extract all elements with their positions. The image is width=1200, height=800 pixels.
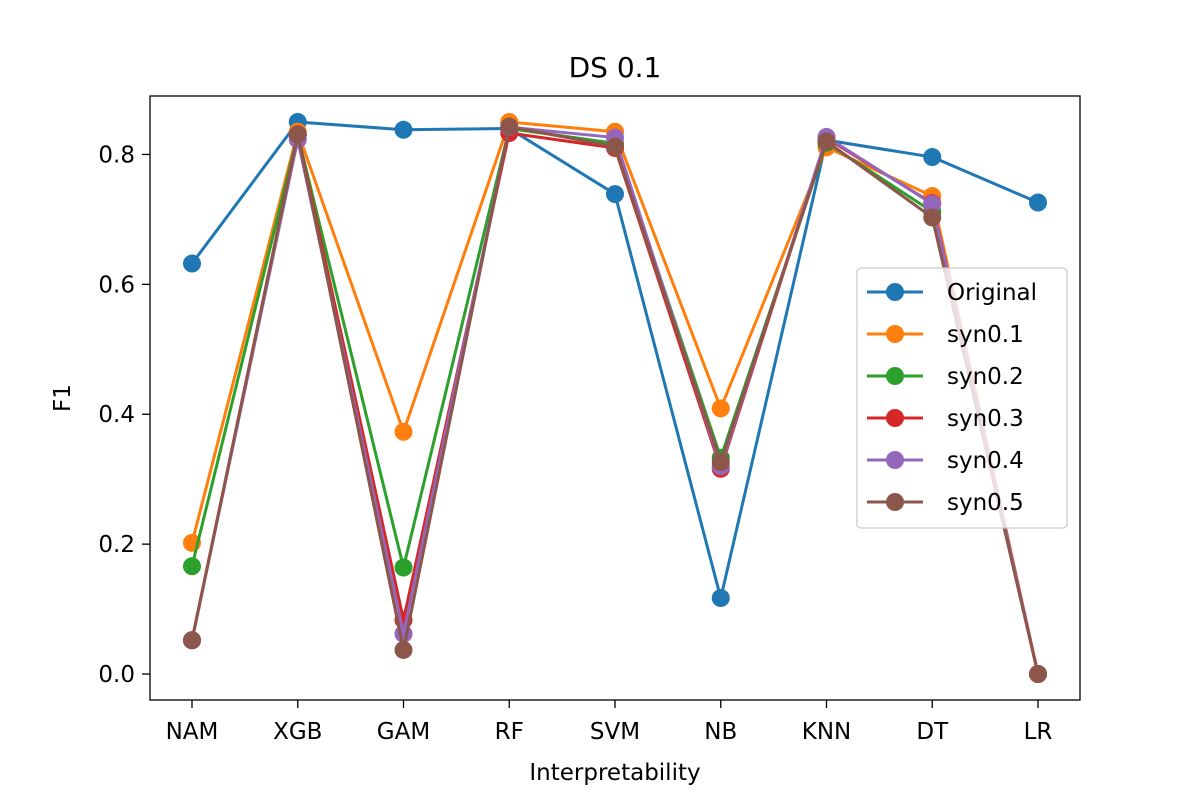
data-point xyxy=(606,185,624,204)
data-point xyxy=(288,125,307,144)
x-tick-label: NAM xyxy=(166,719,219,745)
data-point xyxy=(923,208,942,227)
data-point xyxy=(394,640,413,659)
x-axis-label: Interpretability xyxy=(529,760,700,786)
data-point xyxy=(394,558,413,577)
data-point xyxy=(711,589,730,608)
y-axis-label: F1 xyxy=(50,384,76,412)
plot-area xyxy=(183,112,1047,684)
legend: Original syn0.1 syn0.2 syn0.3 syn0.4 syn0.5 xyxy=(856,267,1068,529)
legend-label: syn0.4 xyxy=(947,448,1024,474)
data-point xyxy=(711,399,730,418)
legend-label: syn0.1 xyxy=(947,322,1024,348)
data-point xyxy=(1029,193,1047,212)
data-point xyxy=(923,194,942,213)
legend-item: Original xyxy=(867,280,1037,306)
legend-marker xyxy=(886,451,904,469)
data-point xyxy=(923,148,942,167)
series-Original xyxy=(183,112,1047,608)
legend-label: syn0.5 xyxy=(947,490,1024,516)
legend-marker xyxy=(886,283,904,301)
y-tick-label: 0.0 xyxy=(98,662,135,688)
y-tick-label: 0.8 xyxy=(98,142,135,168)
x-axis: NAM XGB GAM RF SVM NB KNN DT LR xyxy=(166,700,1053,745)
legend-marker xyxy=(886,409,904,427)
legend-marker xyxy=(886,493,904,511)
legend-item: syn0.4 xyxy=(867,448,1024,474)
legend-marker xyxy=(886,325,904,343)
x-tick-label: LR xyxy=(1024,719,1053,745)
x-tick-label: XGB xyxy=(273,719,322,745)
data-point xyxy=(817,132,836,151)
data-point xyxy=(394,624,413,643)
legend-marker xyxy=(886,367,904,385)
legend-item: syn0.1 xyxy=(867,322,1024,348)
data-point xyxy=(1029,665,1047,684)
legend-label: Original xyxy=(947,280,1037,306)
data-point xyxy=(183,631,201,650)
x-tick-label: NB xyxy=(704,719,737,745)
y-tick-label: 0.2 xyxy=(98,532,135,558)
chart-title: DS 0.1 xyxy=(569,51,662,84)
data-point xyxy=(183,557,201,576)
data-point xyxy=(711,453,730,472)
legend-item: syn0.3 xyxy=(867,406,1024,432)
data-point xyxy=(394,422,413,441)
legend-label: syn0.3 xyxy=(947,406,1024,432)
x-tick-label: GAM xyxy=(377,719,430,745)
x-tick-label: KNN xyxy=(802,719,852,745)
legend-item: syn0.5 xyxy=(867,490,1024,516)
x-tick-label: RF xyxy=(495,719,524,745)
data-point xyxy=(183,254,201,273)
data-point xyxy=(500,117,519,136)
legend-box xyxy=(856,267,1068,529)
series-syn0.5 xyxy=(183,117,1047,684)
data-point xyxy=(394,120,413,139)
x-tick-label: DT xyxy=(916,719,949,745)
y-axis: 0.0 0.2 0.4 0.6 0.8 xyxy=(98,142,150,688)
y-tick-label: 0.4 xyxy=(98,402,135,428)
legend-item: syn0.2 xyxy=(867,364,1024,390)
legend-label: syn0.2 xyxy=(947,364,1024,390)
x-tick-label: SVM xyxy=(590,719,640,745)
data-point xyxy=(606,137,624,156)
y-tick-label: 0.6 xyxy=(98,272,135,298)
